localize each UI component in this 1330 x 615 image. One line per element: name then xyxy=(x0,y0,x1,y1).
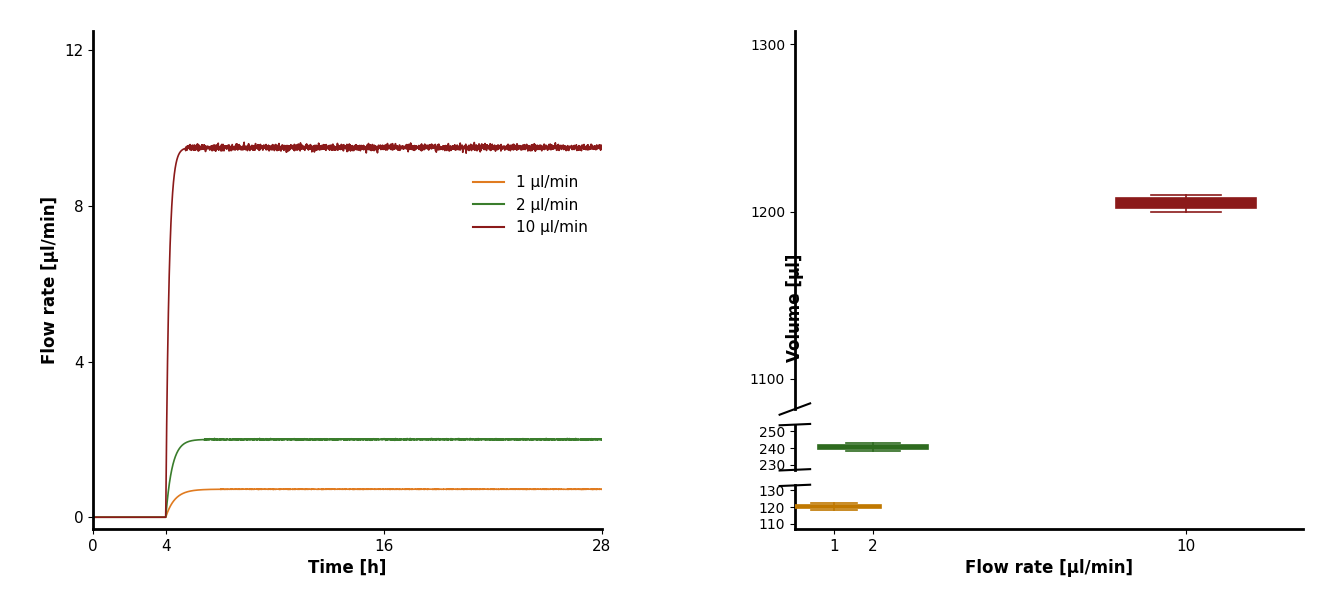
10 µl/min xyxy=(584,141,600,148)
Legend: 1 µl/min, 2 µl/min, 10 µl/min: 1 µl/min, 2 µl/min, 10 µl/min xyxy=(467,169,595,241)
10 µl/min xyxy=(173,147,189,154)
1 µl/min xyxy=(576,485,592,493)
X-axis label: Flow rate [µl/min]: Flow rate [µl/min] xyxy=(966,559,1133,577)
2 µl/min xyxy=(281,435,297,443)
10 µl/min xyxy=(302,142,318,149)
1 µl/min xyxy=(584,486,600,493)
1 µl/min xyxy=(144,514,160,521)
Bar xyxy=(1116,198,1257,208)
2 µl/min xyxy=(251,435,267,442)
2 µl/min xyxy=(529,435,545,443)
1 µl/min xyxy=(281,486,297,493)
1 µl/min xyxy=(85,514,101,521)
1 µl/min xyxy=(593,485,609,493)
10 µl/min xyxy=(529,143,545,150)
10 µl/min xyxy=(593,143,609,150)
2 µl/min xyxy=(584,435,600,443)
2 µl/min xyxy=(85,514,101,521)
1 µl/min xyxy=(529,485,545,493)
2 µl/min xyxy=(144,514,160,521)
2 µl/min xyxy=(593,436,609,443)
X-axis label: Time [h]: Time [h] xyxy=(309,559,387,577)
Text: Volume [µl]: Volume [µl] xyxy=(786,253,805,362)
Line: 10 µl/min: 10 µl/min xyxy=(93,142,601,517)
Line: 2 µl/min: 2 µl/min xyxy=(93,438,601,517)
Bar xyxy=(787,505,880,508)
Line: 1 µl/min: 1 µl/min xyxy=(93,489,601,517)
10 µl/min xyxy=(237,138,253,146)
10 µl/min xyxy=(281,143,297,150)
10 µl/min xyxy=(144,514,160,521)
Y-axis label: Flow rate [µl/min]: Flow rate [µl/min] xyxy=(41,196,59,364)
2 µl/min xyxy=(302,436,318,443)
Bar xyxy=(818,445,928,449)
1 µl/min xyxy=(302,485,318,493)
2 µl/min xyxy=(173,442,189,450)
1 µl/min xyxy=(173,491,189,498)
10 µl/min xyxy=(85,514,101,521)
